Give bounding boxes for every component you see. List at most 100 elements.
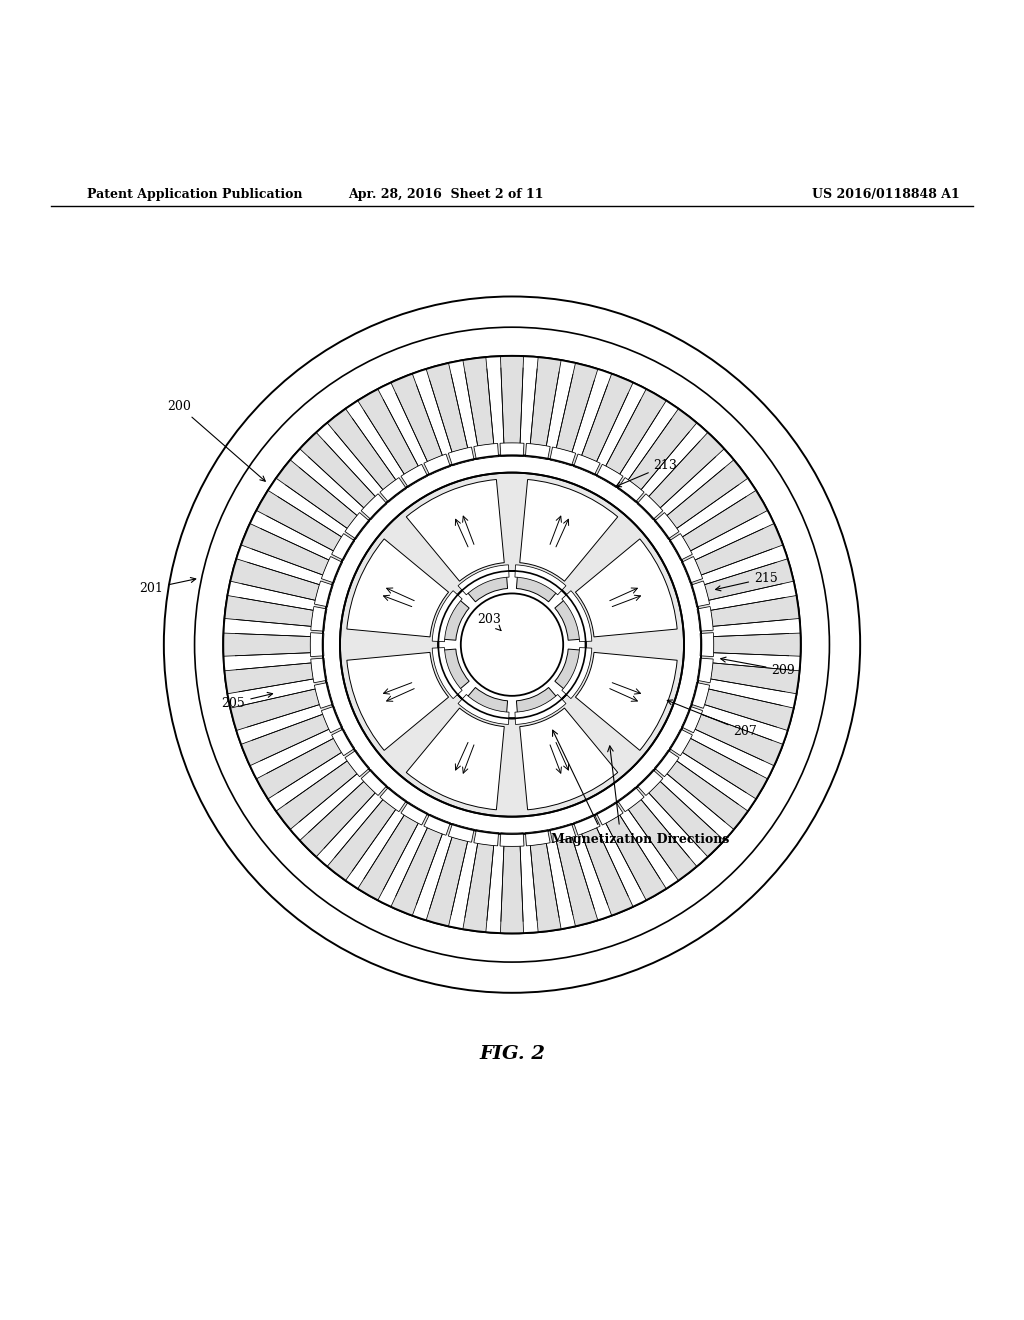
Wedge shape xyxy=(628,409,697,490)
Wedge shape xyxy=(556,837,598,927)
Wedge shape xyxy=(571,834,611,920)
Wedge shape xyxy=(709,581,797,610)
Wedge shape xyxy=(224,663,313,694)
Text: 213: 213 xyxy=(616,459,678,487)
Wedge shape xyxy=(682,738,768,799)
Wedge shape xyxy=(500,833,524,846)
Wedge shape xyxy=(230,558,319,601)
Wedge shape xyxy=(530,358,561,446)
Wedge shape xyxy=(413,834,453,920)
Wedge shape xyxy=(709,678,797,708)
Wedge shape xyxy=(449,360,478,449)
Wedge shape xyxy=(575,539,677,636)
Wedge shape xyxy=(224,595,313,627)
Wedge shape xyxy=(241,524,329,576)
Wedge shape xyxy=(237,545,323,585)
Wedge shape xyxy=(648,781,724,857)
Wedge shape xyxy=(605,814,667,900)
Circle shape xyxy=(164,297,860,993)
Wedge shape xyxy=(322,557,342,583)
Wedge shape xyxy=(300,433,376,508)
Wedge shape xyxy=(332,729,354,755)
Wedge shape xyxy=(713,652,801,671)
Wedge shape xyxy=(711,663,800,694)
Wedge shape xyxy=(573,814,600,836)
Wedge shape xyxy=(361,770,387,796)
Wedge shape xyxy=(641,422,708,496)
Wedge shape xyxy=(677,752,756,810)
Wedge shape xyxy=(401,465,428,487)
Wedge shape xyxy=(426,363,468,453)
Wedge shape xyxy=(682,557,702,583)
Wedge shape xyxy=(378,383,428,466)
Wedge shape xyxy=(464,688,508,718)
Wedge shape xyxy=(268,478,347,537)
Wedge shape xyxy=(555,649,586,693)
Wedge shape xyxy=(691,581,710,607)
Wedge shape xyxy=(458,565,509,595)
Wedge shape xyxy=(314,581,333,607)
Text: 209: 209 xyxy=(721,657,796,677)
Wedge shape xyxy=(641,792,708,866)
Wedge shape xyxy=(426,837,468,927)
Wedge shape xyxy=(550,447,575,466)
Wedge shape xyxy=(357,814,419,900)
Wedge shape xyxy=(458,694,509,725)
Wedge shape xyxy=(241,714,329,766)
Wedge shape xyxy=(501,846,523,933)
Wedge shape xyxy=(463,843,494,932)
Wedge shape xyxy=(327,409,396,490)
Wedge shape xyxy=(345,400,404,480)
Wedge shape xyxy=(314,682,333,709)
Wedge shape xyxy=(347,652,449,750)
Wedge shape xyxy=(485,845,504,933)
Wedge shape xyxy=(562,590,592,642)
Wedge shape xyxy=(250,511,334,560)
Wedge shape xyxy=(562,648,592,698)
Text: Magnetization Directions: Magnetization Directions xyxy=(551,833,729,846)
Wedge shape xyxy=(223,356,801,933)
Wedge shape xyxy=(515,565,566,595)
Wedge shape xyxy=(670,533,692,560)
Wedge shape xyxy=(378,822,428,907)
Wedge shape xyxy=(290,449,364,516)
Wedge shape xyxy=(256,738,342,799)
Wedge shape xyxy=(571,368,611,455)
Text: 203: 203 xyxy=(477,612,502,631)
Wedge shape xyxy=(691,682,710,709)
Wedge shape xyxy=(520,356,539,444)
Wedge shape xyxy=(276,760,357,829)
Wedge shape xyxy=(227,581,315,610)
Wedge shape xyxy=(555,597,586,640)
Wedge shape xyxy=(310,632,324,656)
Wedge shape xyxy=(677,478,756,537)
Wedge shape xyxy=(347,539,449,636)
Wedge shape xyxy=(660,449,734,516)
Wedge shape xyxy=(449,841,478,929)
Text: 201: 201 xyxy=(139,578,196,595)
Wedge shape xyxy=(690,729,774,779)
Wedge shape xyxy=(582,828,633,916)
Wedge shape xyxy=(525,444,550,459)
Wedge shape xyxy=(617,478,644,502)
Wedge shape xyxy=(525,830,550,846)
Wedge shape xyxy=(340,473,684,817)
Wedge shape xyxy=(474,444,499,459)
Wedge shape xyxy=(697,659,713,682)
Wedge shape xyxy=(695,524,783,576)
Wedge shape xyxy=(223,619,311,636)
Wedge shape xyxy=(432,648,462,698)
Wedge shape xyxy=(596,465,623,487)
Wedge shape xyxy=(667,459,748,528)
Wedge shape xyxy=(516,688,560,718)
Wedge shape xyxy=(380,787,407,812)
Wedge shape xyxy=(654,512,679,539)
Wedge shape xyxy=(582,374,633,462)
Wedge shape xyxy=(695,714,783,766)
Wedge shape xyxy=(617,787,644,812)
Wedge shape xyxy=(711,595,800,627)
Wedge shape xyxy=(449,447,474,466)
Wedge shape xyxy=(605,389,667,474)
Wedge shape xyxy=(327,800,396,880)
Text: US 2016/0118848 A1: US 2016/0118848 A1 xyxy=(812,187,959,201)
